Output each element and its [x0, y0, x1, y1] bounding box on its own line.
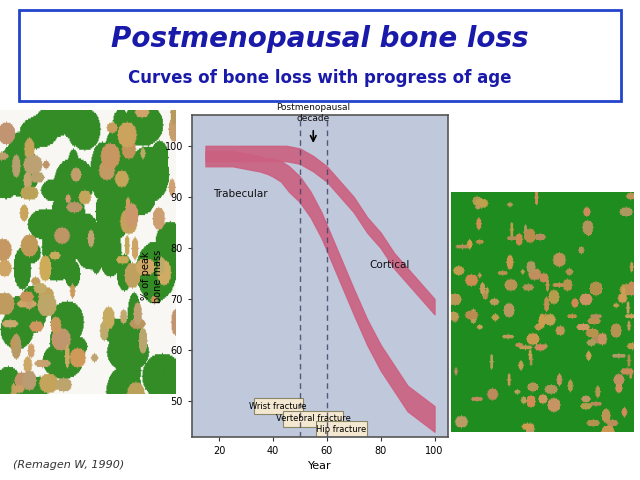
FancyBboxPatch shape: [19, 10, 621, 101]
Text: Hip fracture: Hip fracture: [316, 425, 367, 433]
X-axis label: Year: Year: [308, 461, 332, 471]
FancyBboxPatch shape: [316, 421, 367, 437]
Text: Wrist fracture: Wrist fracture: [250, 402, 307, 411]
Y-axis label: % of peak
bone mass: % of peak bone mass: [141, 250, 163, 302]
Text: Curves of bone loss with progress of age: Curves of bone loss with progress of age: [128, 69, 512, 87]
Text: (Remagen W, 1990): (Remagen W, 1990): [13, 460, 124, 470]
Text: Postmenopausal bone loss: Postmenopausal bone loss: [111, 25, 529, 53]
FancyBboxPatch shape: [284, 411, 343, 427]
FancyBboxPatch shape: [253, 398, 303, 414]
Text: Cortical: Cortical: [370, 260, 410, 270]
Text: Trabecular: Trabecular: [214, 189, 268, 199]
Text: Postmenopausal
decade: Postmenopausal decade: [276, 104, 350, 123]
Text: Vertebral fracture: Vertebral fracture: [276, 414, 351, 423]
